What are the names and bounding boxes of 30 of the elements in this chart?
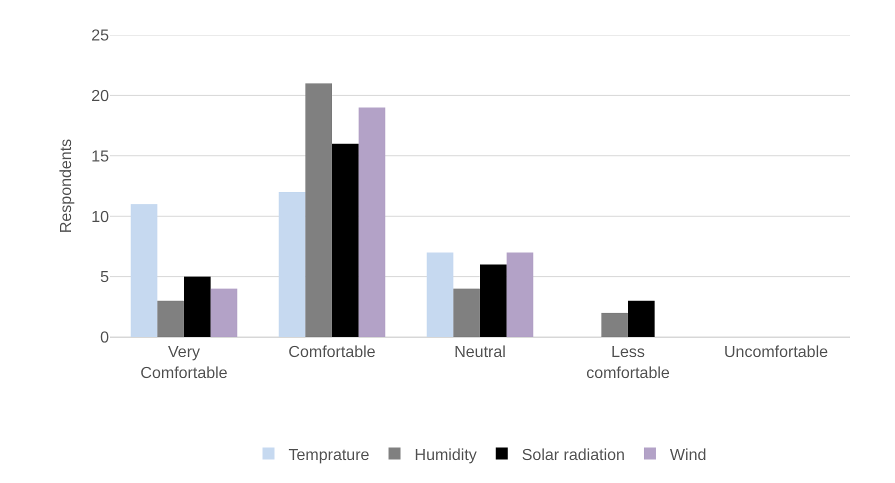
legend-label: Wind [670,446,706,464]
x-tick-label: Very Comfortable [140,344,228,382]
legend-label: Temprature [288,446,370,464]
bar [601,312,628,337]
y-tick-label: 5 [100,269,110,286]
x-tick-label: Uncomfortable [724,344,828,362]
bar [210,288,238,337]
bar [358,107,386,337]
bar [480,264,507,337]
bar [278,192,306,337]
bar [332,144,359,337]
bar [184,276,211,337]
legend-label: Humidity [414,446,477,464]
bar [628,300,655,337]
bar [130,204,158,337]
y-axis-title: Respondents [58,138,76,234]
y-tick-label: 0 [100,330,110,347]
y-tick-label: 15 [91,148,110,166]
y-tick-label: 25 [91,28,110,45]
x-tick-label: Comfortable [288,344,376,362]
x-tick-label: Neutral [454,344,506,362]
bar [305,83,332,337]
bar [506,252,534,337]
x-tick-label: Less comfortable [586,344,670,382]
bar [426,252,454,337]
y-tick-label: 20 [91,88,110,105]
y-tick-label: 10 [91,208,110,226]
bar [453,288,480,337]
legend-label: Solar radiation [522,446,625,464]
bar [157,300,184,337]
